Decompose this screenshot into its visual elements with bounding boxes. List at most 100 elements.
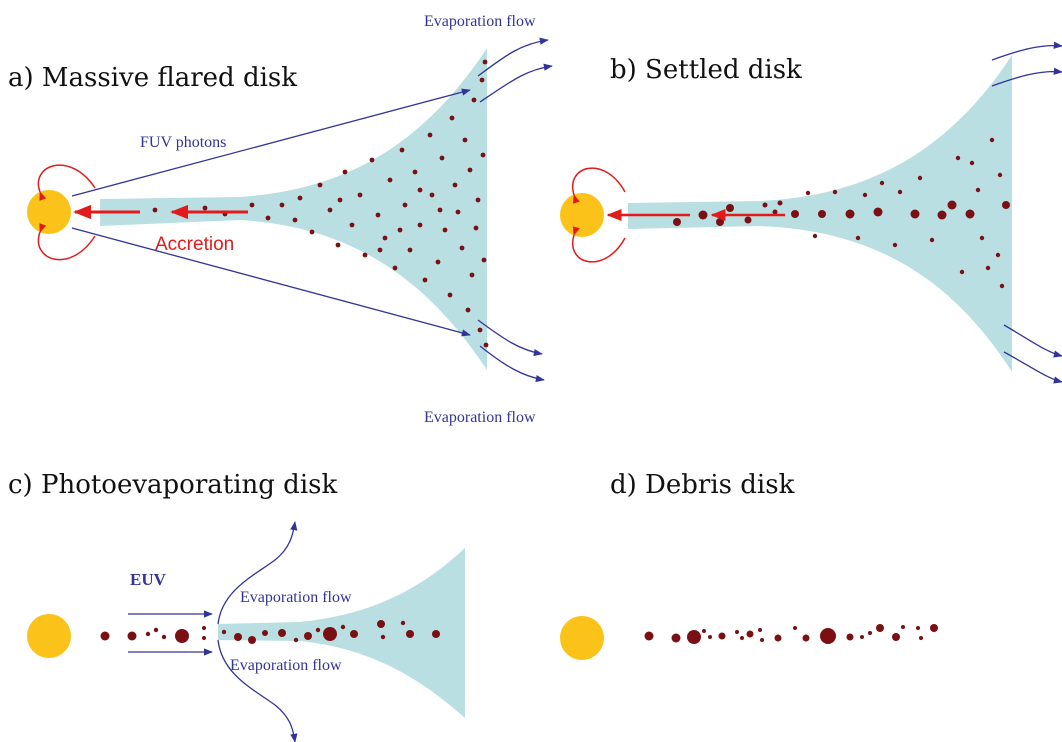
dust-grain [417,222,423,228]
panel-a-evap-top-label: Evaporation flow [424,13,536,30]
panel-d-title: d) Debris disk [610,470,795,500]
dust-grain [876,624,884,632]
dust-grain [449,115,455,121]
panel-b-dust-grains [673,137,1010,289]
panel-d-debris-disk: d) Debris disk [560,470,938,660]
dust-grain [716,218,724,226]
dust-grain [702,629,706,633]
dust-grain [382,235,388,241]
panel-c-star [27,614,71,658]
panel-a-dust-grains [152,59,489,348]
dust-grain [340,624,346,630]
dust-grain [772,209,778,215]
dust-grain [400,620,406,626]
dust-grain [758,628,762,632]
dust-grain [975,187,981,193]
dust-grain [774,634,782,642]
dust-grain [805,190,811,196]
dust-grain [979,235,985,241]
dust-grain [467,167,473,173]
dust-grain [327,207,333,213]
panel-a-accretion-label: Accretion [155,234,234,255]
dust-grain [879,180,885,186]
dust-grain [483,342,489,348]
panel-b-star [560,193,604,237]
dust-grain [644,631,654,641]
dust-grain [248,636,256,644]
dust-grain [293,637,299,643]
panel-c-evap-flow-top [217,521,298,625]
dust-grain [726,204,734,212]
dust-grain [221,629,227,635]
dust-grain [860,635,864,639]
dust-grain [873,207,883,217]
dust-grain [802,634,810,642]
dust-grain [845,209,855,219]
dust-grain [357,192,363,198]
dust-grain [161,634,167,640]
dust-grain [777,200,783,206]
dust-grain [462,137,468,143]
panel-a-massive-flared-disk: a) Massive flared disk [8,13,553,426]
dust-grain [350,630,358,638]
dust-grain [439,155,445,161]
dust-grain [985,265,991,271]
dust-grain [959,269,965,275]
dust-grain [435,259,441,265]
dust-grain [744,216,752,224]
dust-grain [127,631,137,641]
dust-grain [735,630,739,634]
dust-grain [969,160,975,166]
dust-grain [812,233,818,239]
dust-grain [399,147,405,153]
dust-grain [479,77,485,83]
panel-c-evap-flow-bottom [217,639,298,742]
dust-grain [475,197,481,203]
panel-b-evap-flow-bottom-2 [1003,351,1062,384]
dust-grain [762,202,768,208]
panel-b-title: b) Settled disk [610,55,802,85]
dust-grain [349,222,355,228]
dust-grain [152,207,158,213]
dust-grain [708,635,712,639]
dust-grain [832,189,838,195]
dust-grain [297,195,303,201]
dust-grain [335,242,341,248]
dust-grain [897,189,903,195]
dust-grain [392,265,398,271]
dust-grain [791,210,799,218]
panel-b-magnetic-loop-top [571,167,626,204]
dust-grain [422,277,428,283]
dust-grain [916,626,920,630]
dust-grain [412,169,418,175]
dust-grain [930,624,938,632]
dust-grain [477,327,483,333]
dust-grain [337,197,343,203]
panel-a-star [27,190,71,234]
panel-a-magnetic-loop-bottom [37,223,96,261]
panel-a-magnetic-loop-top [37,164,96,201]
panel-c-evap-bottom-label: Evaporation flow [230,657,342,674]
dust-grain [459,245,465,251]
dust-grain [465,307,471,313]
dust-grain [145,631,151,637]
panel-c-disk [218,548,465,718]
dust-grain [1002,201,1010,209]
dust-grain [892,242,898,248]
panel-c-evap-top-label: Evaporation flow [240,589,352,606]
dust-grain [482,59,488,65]
dust-grain [855,235,861,241]
dust-grain [793,626,797,630]
dust-grain [315,627,321,633]
panel-a-evap-flow-top-1 [477,37,549,77]
dust-grain [262,630,268,636]
dust-grain [481,257,487,263]
dust-grain [910,209,920,219]
dust-grain [997,172,1003,178]
dust-grain [820,628,836,644]
panel-b-evap-flow-top-2 [991,67,1062,87]
dust-grain [760,638,764,642]
panel-b-settled-disk: b) Settled disk [560,41,1062,384]
